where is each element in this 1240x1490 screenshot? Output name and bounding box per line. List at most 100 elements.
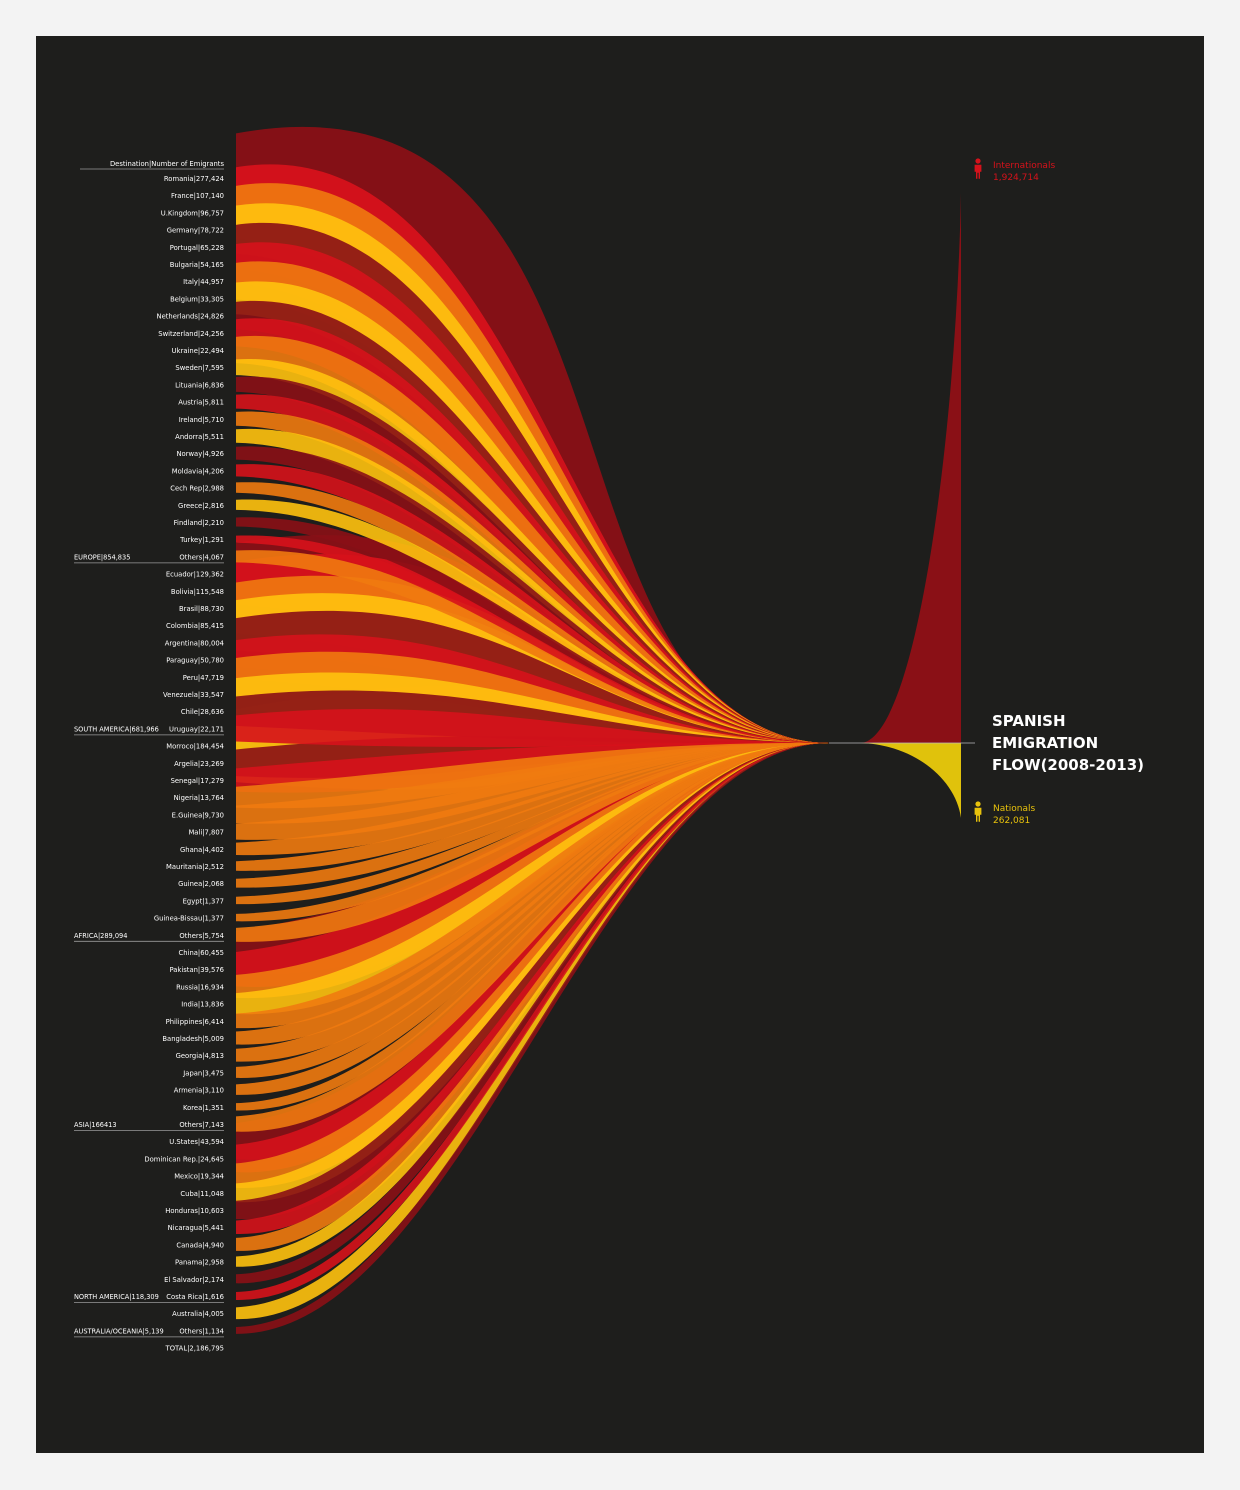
country-label-netherlands: Netherlands|24,826: [156, 313, 224, 321]
person-icon: [974, 158, 982, 179]
flow-turkey: [236, 535, 829, 744]
flow-streams: [236, 126, 829, 1334]
column-header: Destination|Number of Emigrants: [110, 160, 225, 168]
country-label-el-salvador: El Salvador|2,174: [164, 1276, 224, 1284]
country-label-georgia: Georgia|4,813: [176, 1052, 224, 1060]
flow-others: [236, 550, 829, 744]
country-label-mali: Mali|7,807: [188, 829, 224, 837]
flow-egypt: [236, 742, 829, 905]
internationals-wedge: [861, 193, 961, 743]
country-label-turkey: Turkey|1,291: [179, 536, 224, 544]
flow-mauritania: [236, 742, 829, 871]
flow-norway: [236, 446, 829, 744]
country-label-bulgaria: Bulgaria|54,165: [170, 261, 224, 269]
country-label-others: Others|4,067: [179, 553, 224, 561]
country-label-armenia: Armenia|3,110: [174, 1087, 224, 1095]
country-label-norway: Norway|4,926: [176, 450, 224, 458]
destination-labels: Destination|Number of Emigrants TOTAL|2,…: [74, 160, 224, 1353]
nationals-value: 262,081: [993, 816, 1030, 826]
country-label-argelia: Argelia|23,269: [174, 760, 224, 768]
country-label-senegal: Senegal|17,279: [171, 777, 224, 785]
country-label-colombia: Colombia|85,415: [166, 622, 224, 630]
country-label-philippines: Philippines|6,414: [166, 1018, 224, 1026]
country-label-argentina: Argentina|80,004: [165, 639, 224, 647]
flow-austria: [236, 394, 829, 744]
region-label-africa: AFRICA|289,094: [74, 932, 127, 940]
person-icon: [974, 801, 982, 822]
flow-andorra: [236, 428, 829, 744]
country-label-ecuador: Ecuador|129,362: [166, 571, 224, 579]
country-label-e-guinea: E.Guinea|9,730: [172, 811, 224, 819]
country-label-findland: Findland|2,210: [174, 519, 224, 527]
country-label-romania: Romania|277,424: [164, 175, 224, 183]
country-label-russia: Russia|16,934: [176, 983, 224, 991]
country-label-bolivia: Bolivia|115,548: [171, 588, 224, 596]
country-label-greece: Greece|2,816: [178, 502, 224, 510]
region-label-south-america: SOUTH AMERICA|681,966: [74, 725, 159, 733]
flow-sweden: [236, 358, 829, 744]
country-label-china: China|60,455: [179, 949, 225, 957]
flow-others: [236, 742, 829, 942]
country-label-nicaragua: Nicaragua|5,441: [168, 1224, 224, 1232]
flow-cech-rep: [236, 482, 829, 744]
poster: Internationals 1,924,714 Nationals 262,0…: [36, 36, 1204, 1453]
region-label-australia-oceania: AUSTRALIA/OCEANIA|5,139: [74, 1327, 164, 1335]
country-label-italy: Italy|44,957: [183, 278, 224, 286]
country-label-morroco: Morroco|184,454: [166, 743, 224, 751]
flow-venezuela: [236, 672, 829, 744]
country-label-costa-rica: Costa Rica|1,616: [166, 1293, 224, 1301]
country-label-venezuela: Venezuela|33,547: [163, 691, 224, 699]
country-label-mauritania: Mauritania|2,512: [166, 863, 224, 871]
country-label-egypt: Egypt|1,377: [183, 897, 224, 905]
country-label-chile: Chile|28,636: [181, 708, 224, 716]
country-label-bangladesh: Bangladesh|5,009: [162, 1035, 224, 1043]
country-label-others: Others|7,143: [179, 1121, 224, 1129]
country-label-guinea-bissau: Guinea-Bissau|1,377: [154, 915, 224, 923]
country-label-ireland: Ireland|5,710: [179, 416, 224, 424]
country-label-cuba: Cuba|11,048: [180, 1190, 224, 1198]
nationals-label: Nationals: [993, 804, 1036, 814]
country-label-pakistan: Pakistan|39,576: [169, 966, 224, 974]
flow-greece: [236, 499, 829, 744]
country-label-mexico: Mexico|19,344: [174, 1173, 224, 1181]
internationals-label: Internationals: [993, 161, 1055, 171]
country-label-japan: Japan|3,475: [182, 1069, 224, 1077]
flow-korea: [236, 742, 829, 1111]
flow-ukraine: [236, 335, 829, 744]
total-label: TOTAL|2,186,795: [165, 1345, 224, 1353]
country-label-andorra: Andorra|5,511: [175, 433, 224, 441]
country-label-u-kingdom: U.Kingdom|96,757: [161, 209, 224, 217]
country-label-cech-rep: Cech Rep|2,988: [170, 485, 224, 493]
flow-others: [236, 742, 829, 1132]
country-label-dominican-rep: Dominican Rep.|24,645: [144, 1155, 224, 1163]
flow-australia: [236, 742, 829, 1320]
region-label-north-america: NORTH AMERICA|118,309: [74, 1293, 159, 1301]
flow-el-salvador: [236, 742, 829, 1284]
flow-guinea-bissau: [236, 742, 829, 922]
flow-panama: [236, 742, 829, 1267]
country-label-moldavia: Moldavia|4,206: [172, 467, 224, 475]
country-label-australia: Australia|4,005: [172, 1310, 224, 1318]
country-label-india: India|13,836: [181, 1001, 224, 1009]
region-label-europe: EUROPE|854,835: [74, 553, 130, 561]
flow-others: [236, 742, 829, 1334]
region-label-asia: ASIA|166413: [74, 1121, 117, 1129]
country-label-lituania: Lituania|6,836: [175, 381, 224, 389]
flow-findland: [236, 517, 829, 744]
country-label-uruguay: Uruguay|22,171: [169, 725, 224, 733]
country-label-paraguay: Paraguay|50,780: [166, 657, 224, 665]
country-label-others: Others|5,754: [179, 932, 224, 940]
country-label-belgium: Belgium|33,305: [170, 295, 224, 303]
flow-uruguay: [236, 709, 829, 748]
flow-guinea: [236, 742, 829, 888]
flow-ireland: [236, 411, 829, 744]
chart-title: SPANISH EMIGRATION FLOW(2008-2013): [992, 712, 1144, 774]
country-label-brasil: Brasil|88,730: [179, 605, 224, 613]
country-label-guinea: Guinea|2,068: [178, 880, 224, 888]
flow-moldavia: [236, 464, 829, 744]
country-label-ukraine: Ukraine|22,494: [172, 347, 224, 355]
flow-chart: Internationals 1,924,714 Nationals 262,0…: [74, 126, 1144, 1353]
country-label-nigeria: Nigeria|13,764: [174, 794, 224, 802]
flow-costa-rica: [236, 742, 829, 1300]
country-label-others: Others|1,134: [179, 1327, 224, 1335]
